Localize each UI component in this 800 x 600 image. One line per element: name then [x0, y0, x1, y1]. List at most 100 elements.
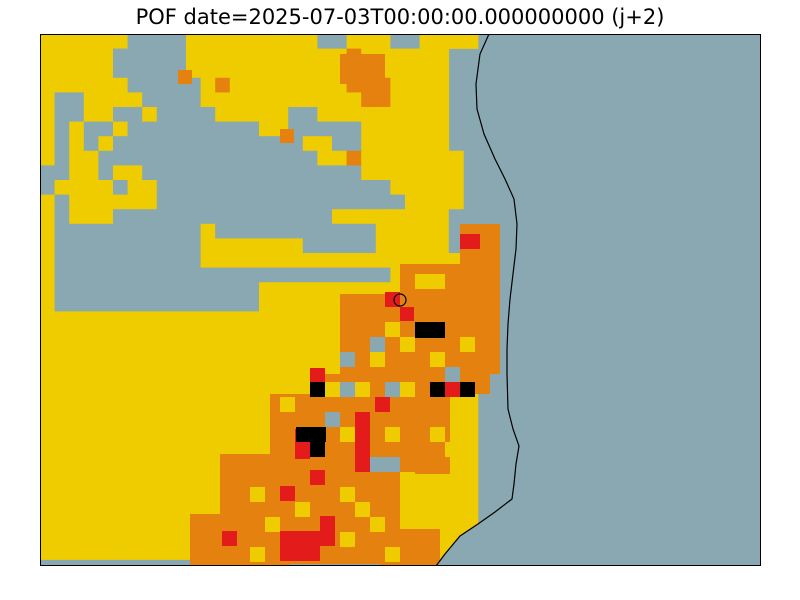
hotspot-cell	[280, 486, 295, 501]
pof-cell	[390, 92, 406, 108]
pof-cell	[54, 384, 70, 400]
pof-cell	[113, 267, 128, 283]
pof-cell	[142, 48, 158, 64]
pof-cell	[127, 150, 143, 166]
pof-cell	[186, 311, 201, 327]
pof-cell	[186, 238, 201, 254]
pof-cell	[54, 515, 70, 531]
pof-cell	[113, 209, 128, 225]
pof-cell	[332, 107, 347, 122]
pof-cell	[215, 355, 231, 371]
pof-cell	[229, 442, 245, 458]
hotspot-cell	[460, 382, 475, 397]
pof-cell	[83, 486, 99, 502]
hotspot-cell	[280, 129, 294, 143]
speckle-cell	[280, 397, 295, 412]
pof-cell	[200, 34, 216, 49]
pof-cell	[200, 238, 216, 254]
pof-cell	[113, 150, 128, 166]
pof-cell	[69, 545, 85, 560]
pof-cell	[54, 150, 70, 166]
pof-cell	[361, 194, 377, 210]
pof-cell	[54, 472, 70, 487]
pof-cell	[142, 486, 158, 502]
pof-cell	[302, 267, 318, 283]
pof-cell	[98, 545, 114, 560]
pof-cell	[448, 194, 464, 210]
pof-cell	[302, 92, 318, 108]
pof-cell	[229, 369, 245, 385]
pof-cell	[405, 238, 420, 254]
pof-cell	[434, 136, 450, 152]
speckle-cell	[430, 274, 445, 289]
pof-cell	[142, 399, 158, 414]
pof-cell	[244, 311, 260, 327]
pof-cell	[127, 209, 143, 225]
pof-cell	[448, 223, 464, 239]
pof-cell	[375, 194, 391, 210]
pof-cell	[244, 267, 260, 283]
pof-cell	[200, 63, 216, 79]
pof-cell	[200, 355, 216, 371]
pof-cell	[288, 311, 304, 327]
pof-cell	[69, 238, 85, 254]
pof-cell	[375, 92, 391, 108]
pof-cell	[69, 136, 85, 152]
pof-cell	[83, 384, 99, 400]
pof-cell	[332, 92, 347, 108]
pof-cell	[83, 515, 99, 531]
pof-cell	[142, 282, 158, 298]
pof-cell	[98, 63, 114, 79]
pof-cell	[361, 238, 377, 254]
pof-cell	[288, 48, 304, 64]
pof-cell	[83, 326, 99, 341]
pof-cell	[98, 48, 114, 64]
pof-cell	[229, 355, 245, 371]
pof-cell	[244, 180, 260, 195]
pof-cell	[434, 92, 450, 108]
pof-cell	[200, 107, 216, 122]
pof-cell	[259, 253, 274, 268]
pof-cell	[288, 63, 304, 79]
pof-cell	[419, 77, 435, 93]
pof-cell	[215, 136, 231, 152]
pof-cell	[171, 223, 187, 239]
pof-cell	[156, 180, 172, 195]
pof-cell	[390, 238, 406, 254]
pof-cell	[229, 311, 245, 327]
pof-cell	[83, 253, 99, 268]
pof-cell	[463, 428, 479, 444]
pof-cell	[259, 326, 274, 341]
hotspot-cell	[320, 516, 335, 546]
pof-cell	[127, 384, 143, 400]
pof-cell	[54, 267, 70, 283]
pof-cell	[419, 121, 435, 137]
pof-cell	[113, 442, 128, 458]
speckle-cell	[340, 532, 355, 547]
pof-cell	[156, 384, 172, 400]
pof-cell	[156, 34, 172, 49]
pof-cell	[361, 34, 377, 49]
pof-cell	[288, 180, 304, 195]
pof-cell	[142, 413, 158, 429]
pof-cell	[390, 48, 406, 64]
pof-cell	[142, 194, 158, 210]
pof-cell	[200, 136, 216, 152]
sea-area	[436, 34, 761, 566]
pof-cell	[98, 150, 114, 166]
pof-cell	[463, 399, 479, 414]
speckle-cell	[340, 487, 355, 502]
pof-cell	[434, 223, 450, 239]
pof-cell	[69, 267, 85, 283]
pof-cell	[215, 428, 231, 444]
pof-cell	[419, 223, 435, 239]
pof-cell	[244, 442, 260, 458]
pof-cell	[463, 442, 479, 458]
pof-cell	[171, 48, 187, 64]
pof-cell	[200, 472, 216, 487]
pof-cell	[405, 223, 420, 239]
pof-cell	[302, 340, 318, 356]
pof-cell	[127, 180, 143, 195]
pof-cell	[405, 63, 420, 79]
pof-cell	[113, 136, 128, 152]
